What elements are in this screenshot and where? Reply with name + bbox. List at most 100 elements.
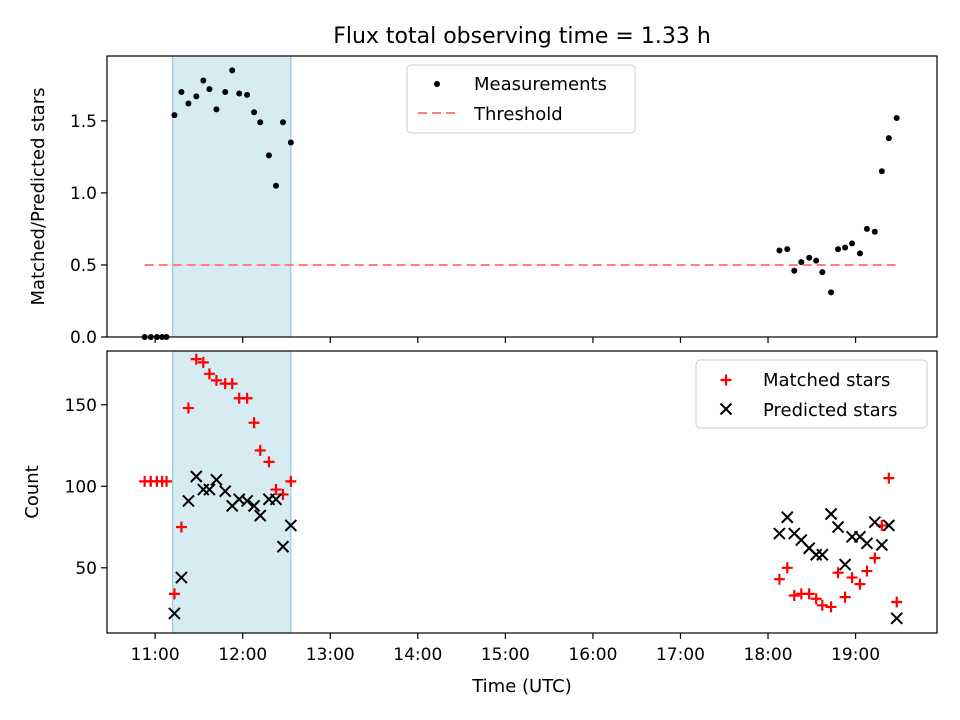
- data-point: [175, 571, 188, 584]
- data-point: [835, 246, 842, 253]
- data-point: [171, 112, 178, 119]
- data-point: [791, 267, 798, 274]
- data-point: [839, 591, 851, 603]
- data-point: [883, 472, 895, 484]
- data-point: [200, 77, 207, 84]
- data-point: [210, 374, 222, 386]
- y-tick-label: 100: [65, 477, 97, 497]
- data-point: [856, 250, 863, 257]
- x-tick-label: 16:00: [568, 645, 617, 665]
- data-point: [287, 139, 294, 146]
- data-point: [257, 119, 264, 126]
- data-point: [860, 537, 874, 550]
- legend: Measurements Threshold: [406, 64, 636, 134]
- data-point: [781, 511, 794, 524]
- data-point: [806, 254, 813, 261]
- data-point: [190, 353, 202, 365]
- legend-label-threshold: Threshold: [473, 104, 563, 125]
- legend-label-matched: Matched stars: [763, 370, 890, 391]
- data-point: [161, 475, 173, 487]
- y-tick-label: 150: [65, 396, 97, 416]
- x-tick-label: 18:00: [744, 645, 793, 665]
- legend-box: [406, 64, 636, 134]
- x-tick-label: 13:00: [306, 645, 355, 665]
- data-point: [269, 493, 283, 506]
- data-point: [193, 93, 200, 100]
- data-point: [178, 89, 185, 96]
- axes-frame: [106, 350, 938, 634]
- data-point: [265, 152, 272, 159]
- data-point: [832, 567, 844, 579]
- data-point: [284, 519, 298, 532]
- y-tick-label: 50: [75, 559, 97, 579]
- y-axis-label: Count: [22, 465, 43, 518]
- data-point: [240, 494, 254, 508]
- data-point: [878, 168, 885, 175]
- data-point: [863, 225, 870, 232]
- data-point: [175, 521, 187, 533]
- data-point: [241, 392, 253, 404]
- data-point: [828, 289, 835, 296]
- data-point: [875, 538, 889, 552]
- data-point: [798, 259, 805, 266]
- data-point: [816, 548, 829, 561]
- data-point: [277, 488, 289, 500]
- data-point: [838, 558, 852, 571]
- data-point: [846, 572, 858, 584]
- data-point: [168, 588, 180, 600]
- data-point: [788, 590, 800, 602]
- bottom-panel: 50 100 150 11:00 12:00 13:00 14:00 15:00 16:00 17…: [22, 350, 938, 665]
- data-point: [868, 515, 882, 529]
- data-point: [270, 484, 282, 496]
- data-point: [254, 444, 266, 456]
- data-point: [168, 607, 181, 620]
- x-tick-label: 11:00: [131, 645, 180, 665]
- legend-marker-measurements: [434, 81, 440, 87]
- legend-box: [695, 359, 928, 429]
- data-point: [254, 509, 267, 522]
- data-point: [244, 91, 251, 98]
- data-point: [236, 90, 243, 97]
- y-tick-label: 1.0: [70, 184, 97, 204]
- legend-marker-matched: [720, 374, 732, 386]
- series-predicted-stars: [168, 470, 903, 625]
- data-point: [182, 494, 195, 508]
- data-point: [203, 368, 215, 380]
- data-point: [885, 135, 892, 142]
- observing-span-highlight: [172, 55, 292, 338]
- data-point: [831, 520, 845, 534]
- legend: Matched stars Predicted stars: [695, 359, 928, 429]
- x-tick-label: 19:00: [831, 645, 880, 665]
- data-point: [251, 109, 258, 116]
- data-point: [773, 573, 785, 585]
- top-panel: 0.0 0.5 1.0 1.5 Matched/Predicted stars Measu…: [28, 55, 938, 348]
- data-point: [190, 470, 203, 483]
- data-point: [891, 596, 903, 608]
- data-point: [825, 601, 837, 613]
- y-tick-label: 0.0: [70, 328, 97, 348]
- data-point: [197, 356, 209, 368]
- data-point: [824, 507, 838, 521]
- legend-marker-predicted: [719, 402, 733, 416]
- data-point: [871, 228, 878, 235]
- data-point: [854, 578, 866, 590]
- data-point: [819, 269, 826, 276]
- data-point: [773, 527, 786, 540]
- data-point: [247, 499, 261, 513]
- legend-label-predicted: Predicted stars: [763, 400, 897, 421]
- data-point: [869, 552, 881, 564]
- legend-label-measurements: Measurements: [474, 74, 607, 95]
- data-point: [203, 483, 216, 496]
- x-axis-label: Time (UTC): [471, 676, 572, 697]
- data-point: [272, 182, 279, 189]
- axes-frame: [106, 55, 938, 338]
- data-point: [842, 244, 849, 251]
- data-point: [276, 540, 290, 553]
- data-point: [279, 119, 286, 126]
- data-point: [813, 257, 820, 264]
- x-tick-label: 15:00: [481, 645, 530, 665]
- y-tick-label: 0.5: [70, 256, 97, 276]
- data-point: [206, 86, 213, 93]
- x-tick-label: 14:00: [393, 645, 442, 665]
- data-point: [849, 240, 856, 247]
